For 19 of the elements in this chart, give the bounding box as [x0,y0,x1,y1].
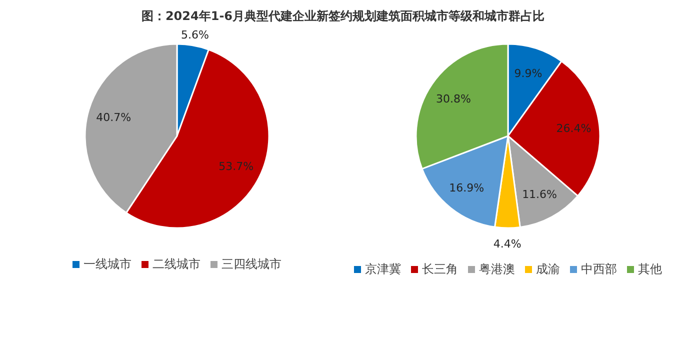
legend-label: 三四线城市 [222,257,282,271]
data-label: 4.4% [493,238,522,251]
legend-label: 一线城市 [84,257,132,271]
legend-label: 二线城市 [152,257,200,271]
data-label: 26.4% [556,122,592,136]
legend-label: 中西部 [581,262,617,276]
legend-label: 其他 [638,262,662,276]
legend-label: 成渝 [536,262,560,276]
data-label: 9.9% [514,66,542,80]
legend-label: 京津冀 [365,262,401,276]
data-label: 40.7% [96,110,132,124]
data-label: 30.8% [436,92,471,106]
data-label: 16.9% [449,182,484,195]
data-label: 53.7% [218,160,254,173]
legend-label: 粤港澳 [479,262,515,276]
legend-label: 长三角 [422,262,458,276]
text: 图：2024年1-6月典型代建企业新签约规划建筑面积城市等级和城市群占比 [141,9,545,23]
data-label: 5.6% [181,28,210,42]
data-label: 11.6% [522,188,558,202]
